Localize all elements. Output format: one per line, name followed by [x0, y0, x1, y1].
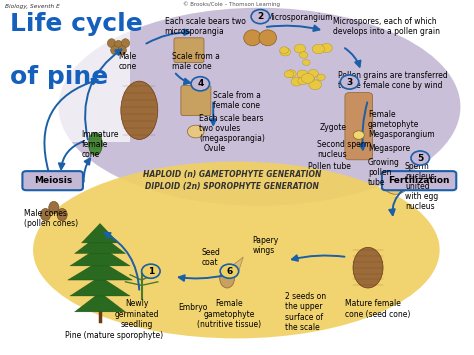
Polygon shape — [74, 293, 126, 312]
Polygon shape — [70, 246, 130, 266]
Ellipse shape — [383, 171, 409, 194]
Ellipse shape — [33, 162, 440, 338]
Text: DIPLOID (2n) SPOROPHYTE GENERATION: DIPLOID (2n) SPOROPHYTE GENERATION — [145, 182, 319, 191]
Text: Each scale bears
two ovules
(megasporangia): Each scale bears two ovules (megasporang… — [200, 114, 265, 143]
Circle shape — [320, 43, 332, 53]
Ellipse shape — [220, 268, 235, 288]
Text: Pine (mature sporophyte): Pine (mature sporophyte) — [65, 331, 164, 340]
Ellipse shape — [114, 40, 123, 49]
Circle shape — [312, 44, 325, 54]
Text: Microspores, each of which
develops into a pollen grain: Microspores, each of which develops into… — [333, 17, 440, 36]
FancyBboxPatch shape — [181, 86, 211, 116]
Text: Growing
pollen
tube: Growing pollen tube — [368, 158, 400, 187]
Circle shape — [294, 44, 306, 53]
Text: 3: 3 — [346, 77, 353, 87]
Text: © Brooks/Cole – Thomson Learning: © Brooks/Cole – Thomson Learning — [183, 2, 280, 7]
Circle shape — [280, 48, 291, 56]
Text: Pollen grains are transferred
to the female cone by wind: Pollen grains are transferred to the fem… — [338, 71, 448, 91]
Text: Scale from a
female cone: Scale from a female cone — [213, 91, 261, 110]
Text: Newly
germinated
seedling: Newly germinated seedling — [115, 300, 159, 329]
Text: Microsporangium: Microsporangium — [266, 13, 333, 22]
Polygon shape — [74, 234, 126, 253]
Ellipse shape — [49, 201, 59, 214]
Text: Fertilization: Fertilization — [389, 176, 450, 185]
Text: 1: 1 — [148, 267, 154, 276]
Text: HAPLOID (n) GAMETOPHYTE GENERATION: HAPLOID (n) GAMETOPHYTE GENERATION — [143, 170, 321, 179]
Circle shape — [308, 70, 319, 77]
FancyBboxPatch shape — [382, 171, 456, 190]
Text: Each scale bears two
microsporangia: Each scale bears two microsporangia — [165, 17, 246, 36]
Text: Life cycle: Life cycle — [10, 12, 143, 36]
Text: 4: 4 — [197, 79, 203, 88]
Circle shape — [391, 179, 401, 186]
Text: Mature female
cone (seed cone): Mature female cone (seed cone) — [345, 300, 410, 318]
Text: Megaspore: Megaspore — [368, 144, 410, 153]
Circle shape — [317, 74, 325, 81]
Text: Biology, Seventh E: Biology, Seventh E — [5, 4, 60, 9]
Ellipse shape — [118, 46, 127, 55]
FancyBboxPatch shape — [345, 93, 373, 160]
Ellipse shape — [121, 81, 158, 140]
Text: Second sperm
nucleus: Second sperm nucleus — [317, 140, 372, 159]
FancyBboxPatch shape — [174, 38, 204, 62]
Ellipse shape — [108, 39, 116, 48]
Circle shape — [291, 77, 302, 86]
Circle shape — [302, 60, 310, 65]
Circle shape — [307, 76, 314, 82]
Text: Seed
coat: Seed coat — [201, 248, 220, 267]
Ellipse shape — [244, 30, 261, 46]
Text: 2 seeds on
the upper
surface of
the scale: 2 seeds on the upper surface of the scal… — [285, 293, 326, 332]
Text: Female
gametophyte: Female gametophyte — [368, 110, 419, 129]
Circle shape — [142, 264, 160, 278]
Text: Zygote: Zygote — [319, 123, 346, 132]
Ellipse shape — [57, 208, 67, 221]
Text: Megasporangium: Megasporangium — [368, 130, 435, 139]
Circle shape — [220, 264, 238, 278]
FancyBboxPatch shape — [22, 171, 83, 190]
Ellipse shape — [353, 247, 383, 288]
Ellipse shape — [89, 132, 102, 155]
Text: of pine: of pine — [10, 65, 108, 89]
Polygon shape — [82, 223, 118, 243]
Text: Pollen tube: Pollen tube — [308, 162, 351, 171]
Circle shape — [301, 73, 314, 83]
Text: Sperm
nucleus
united
with egg
nucleus: Sperm nucleus united with egg nucleus — [405, 162, 438, 211]
Text: Male
cone: Male cone — [118, 52, 137, 71]
Polygon shape — [68, 261, 132, 280]
Circle shape — [353, 131, 365, 139]
Text: Female
gametophyte
(nutritive tissue): Female gametophyte (nutritive tissue) — [197, 300, 262, 329]
Text: Scale from a
male cone: Scale from a male cone — [172, 52, 219, 71]
Ellipse shape — [58, 8, 460, 206]
Text: Male cones
(pollen cones): Male cones (pollen cones) — [24, 209, 78, 228]
Ellipse shape — [40, 208, 51, 221]
Text: Meiosis: Meiosis — [34, 176, 72, 185]
Polygon shape — [227, 257, 243, 271]
Polygon shape — [70, 277, 130, 296]
Text: 6: 6 — [226, 267, 233, 276]
Text: Papery
wings: Papery wings — [253, 236, 279, 255]
Text: 2: 2 — [257, 12, 264, 21]
Text: 5: 5 — [417, 154, 423, 163]
FancyBboxPatch shape — [0, 18, 130, 142]
Circle shape — [298, 77, 308, 85]
Text: Ovule: Ovule — [204, 144, 226, 153]
Text: Immature
female
cone: Immature female cone — [82, 130, 119, 159]
Ellipse shape — [110, 46, 119, 55]
Circle shape — [286, 70, 296, 78]
Circle shape — [280, 47, 289, 54]
Circle shape — [411, 151, 429, 165]
Circle shape — [187, 125, 204, 138]
Ellipse shape — [259, 30, 276, 46]
Circle shape — [251, 10, 270, 24]
Ellipse shape — [121, 39, 129, 48]
Text: Embryo: Embryo — [178, 303, 207, 312]
Circle shape — [191, 77, 210, 91]
Circle shape — [300, 52, 308, 58]
Circle shape — [340, 75, 359, 89]
Circle shape — [297, 70, 308, 78]
Circle shape — [284, 71, 294, 78]
Circle shape — [309, 80, 322, 90]
Circle shape — [306, 76, 314, 83]
